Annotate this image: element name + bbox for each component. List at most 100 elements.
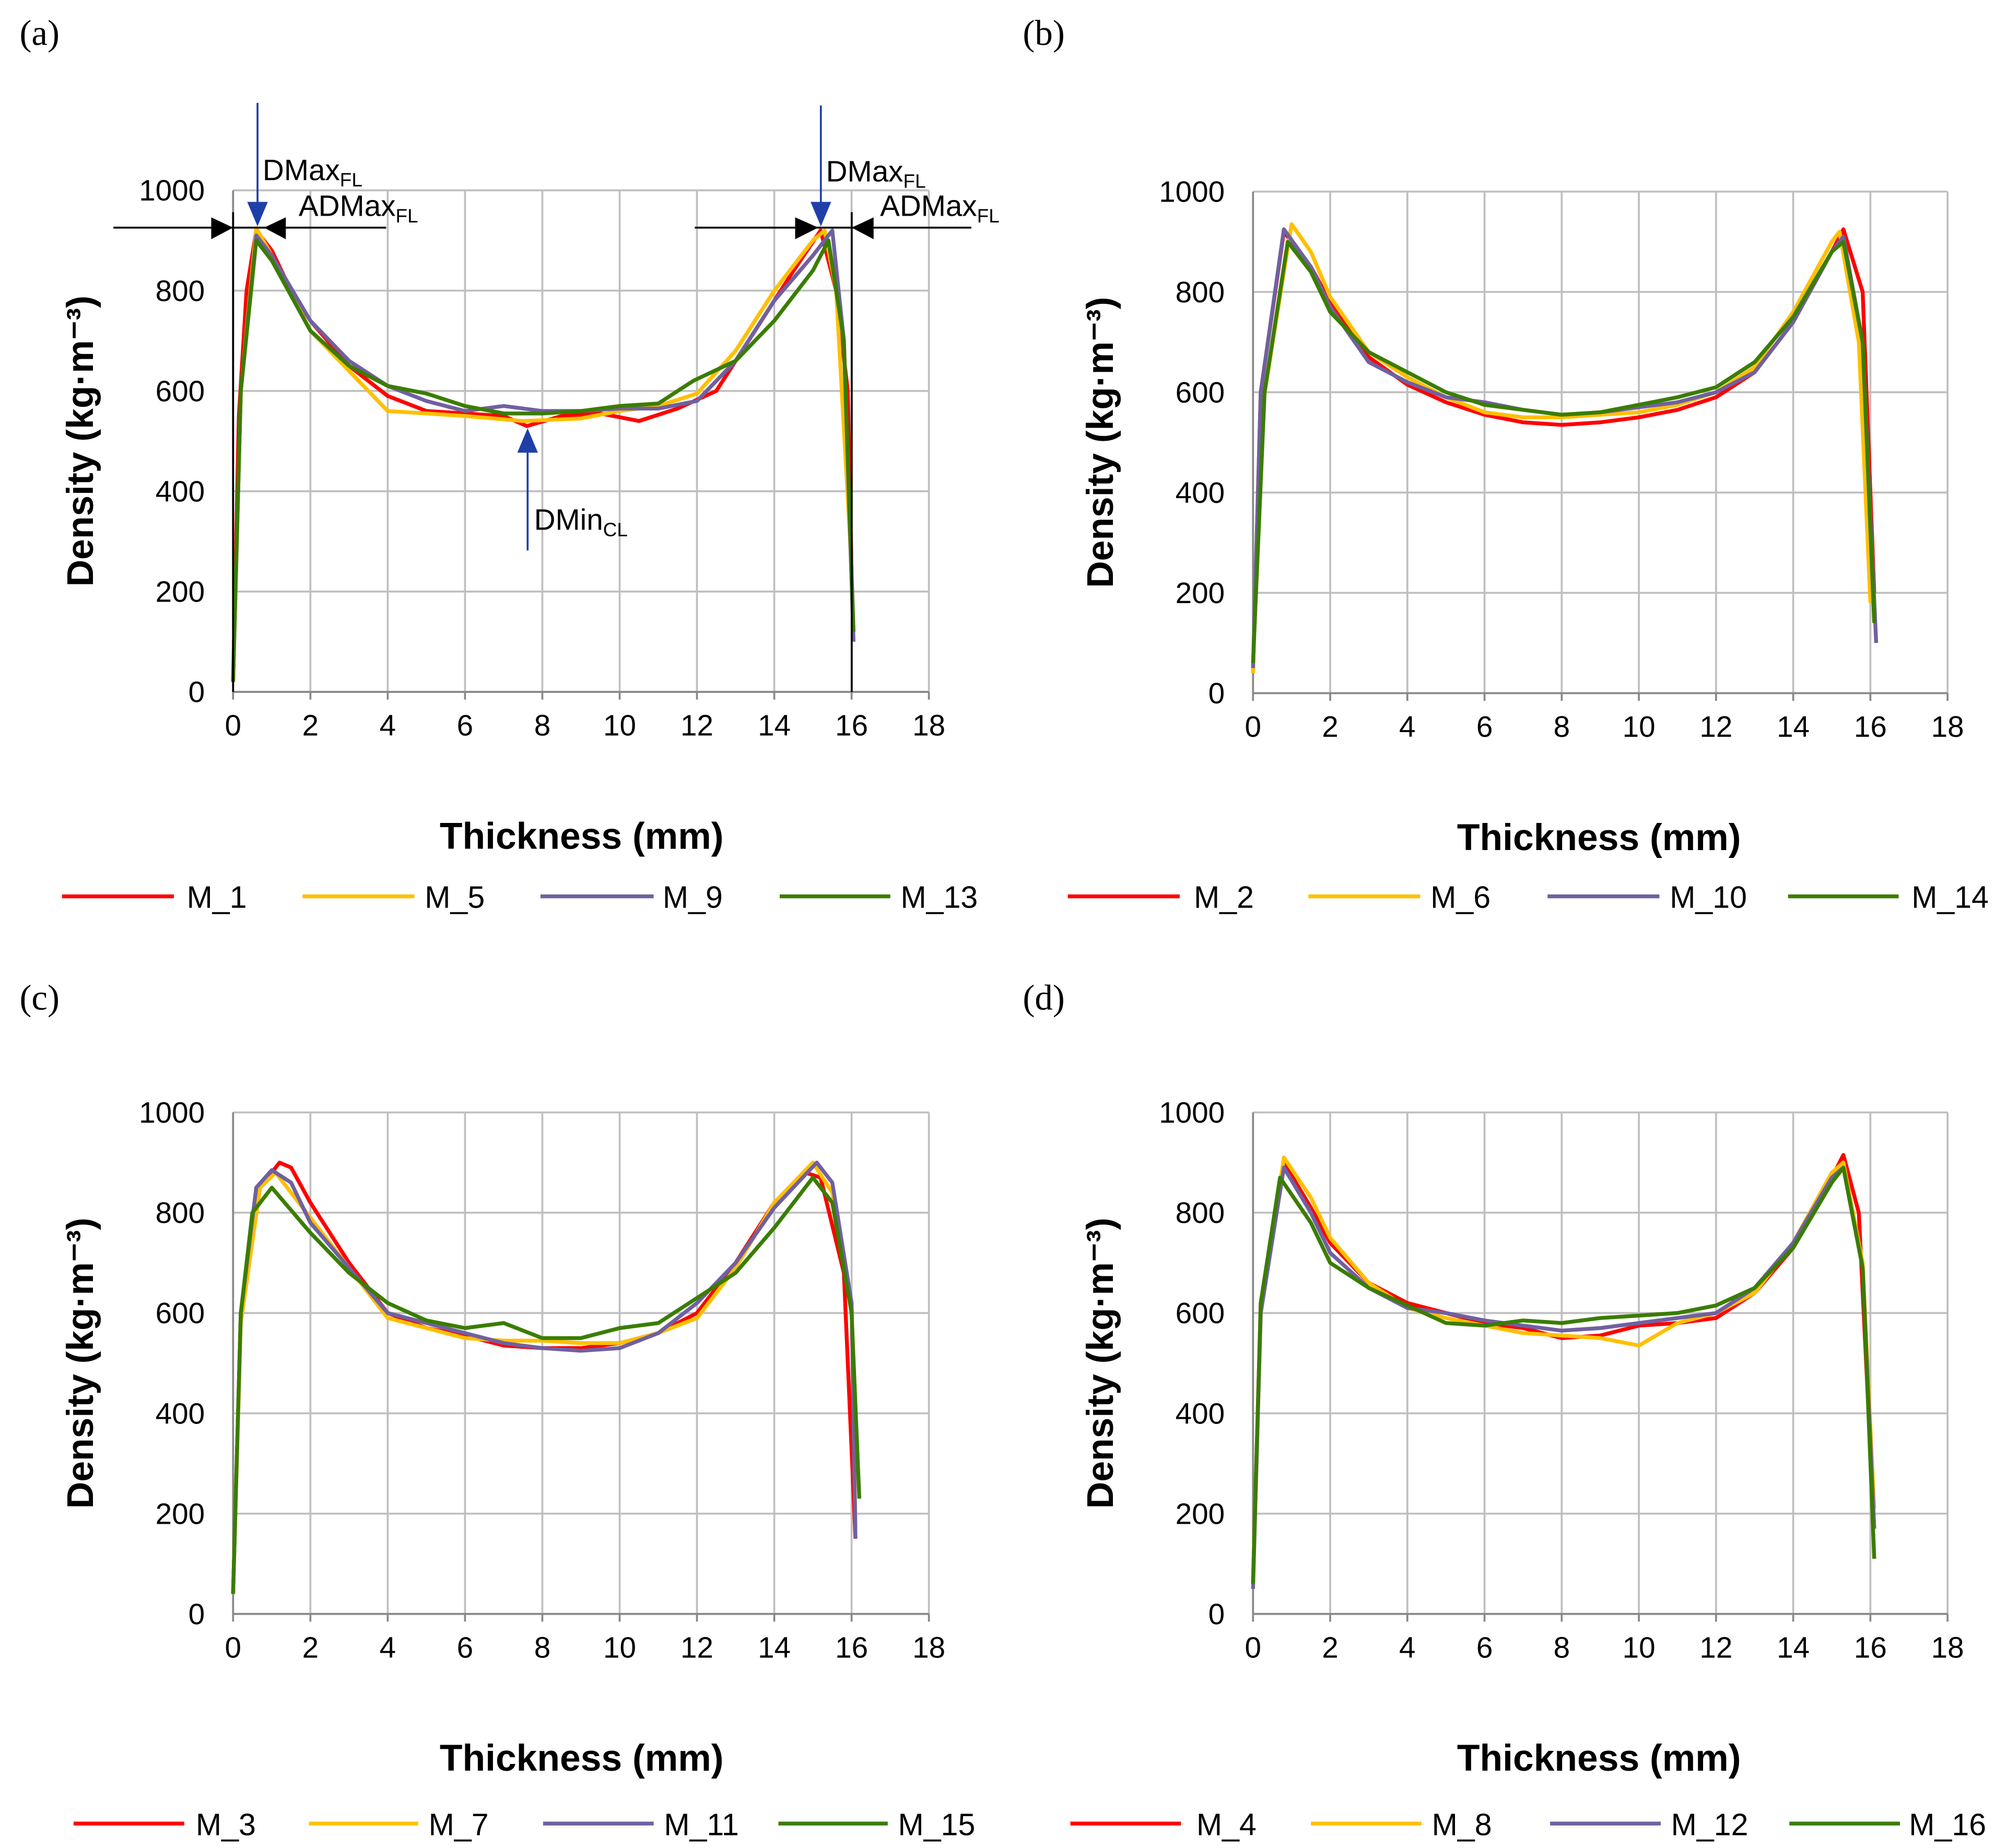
series-line-m_13	[231, 238, 856, 682]
y-tick-label: 800	[156, 275, 205, 308]
x-tick-label: 0	[1245, 711, 1262, 744]
y-tick-label: 1000	[1159, 1097, 1225, 1129]
y-tick-label: 800	[156, 1197, 205, 1230]
x-tick-label: 10	[1623, 711, 1656, 744]
x-tick-label: 14	[758, 1632, 791, 1665]
x-tick-label: 2	[1322, 711, 1339, 744]
legend-label: M_3	[196, 1807, 256, 1842]
chart-panel-a: (a) 0 200 400 600 800 1000 0 2 4 6 8 10 12 14 16 18 Thick…	[19, 13, 999, 915]
x-tick-label: 6	[457, 1632, 474, 1665]
x-tick-label: 12	[680, 1632, 713, 1665]
y-tick-label: 200	[1176, 577, 1225, 610]
y-tick-label: 0	[189, 676, 205, 709]
x-tick-label: 2	[1322, 1632, 1339, 1665]
x-tick-label: 4	[380, 710, 396, 743]
x-tick-label: 10	[603, 710, 636, 743]
annotation-admax-left: ADMaxFL	[299, 190, 418, 227]
annotation-main: ADMax	[880, 190, 977, 223]
y-tick-label: 1000	[1159, 176, 1225, 209]
x-tick-label: 18	[912, 1632, 945, 1665]
arrowhead-icon	[211, 217, 233, 240]
series-line-m_7	[231, 1160, 858, 1594]
arrowhead-icon	[795, 217, 818, 240]
x-tick-label: 8	[1554, 711, 1570, 744]
y-tick-label: 600	[1176, 376, 1225, 409]
annotation-dmin: DMinCL	[534, 504, 628, 540]
x-tick-label: 12	[1699, 1632, 1732, 1665]
series-line-m_15	[231, 1175, 862, 1594]
legend-label: M_7	[429, 1807, 489, 1842]
legend-label: M_8	[1432, 1807, 1492, 1842]
y-tick-label: 0	[1208, 677, 1225, 710]
arrowhead-icon	[264, 217, 286, 240]
x-tick-label: 4	[1399, 1632, 1416, 1665]
series-line-m_14	[1251, 240, 1876, 663]
series-line-m_4	[1251, 1153, 1876, 1584]
x-tick-label: 18	[912, 710, 945, 743]
x-tick-label: 4	[1399, 711, 1416, 744]
x-tick-label: 16	[1854, 1632, 1887, 1665]
arrowhead-icon	[811, 202, 831, 227]
x-tick-label: 10	[1623, 1632, 1656, 1665]
annotation-main: DMax	[263, 154, 340, 187]
x-axis-title: Thickness (mm)	[440, 815, 724, 857]
chart-panel-c: (c) 0 200 400 600 800 1000 0 2 4 6 8 10 12 14 16 18 Thick…	[19, 978, 975, 1842]
annotation-main: ADMax	[299, 190, 396, 223]
x-tick-label: 8	[534, 1632, 551, 1665]
y-axis-title: Density (kg·m⁻³)	[1079, 1218, 1121, 1509]
annotation-main: DMin	[534, 504, 603, 537]
y-tick-label: 200	[156, 1498, 205, 1531]
x-tick-label: 6	[1476, 711, 1493, 744]
x-tick-label: 2	[302, 710, 319, 743]
chart-panel-b: (b) 0 200 400 600 800 1000 0 2 4 6 8 10 12 14 16 18 Thick…	[1023, 13, 1989, 915]
x-tick-label: 16	[835, 1632, 868, 1665]
x-tick-label: 8	[1554, 1632, 1570, 1665]
x-tick-label: 12	[1699, 711, 1732, 744]
series-line-m_6	[1251, 222, 1873, 674]
arrowhead-icon	[851, 217, 874, 240]
y-tick-label: 400	[1176, 477, 1225, 510]
y-tick-label: 800	[1176, 276, 1225, 309]
panel-label: (c)	[19, 978, 60, 1017]
x-tick-label: 14	[758, 710, 791, 743]
annotation-main: DMax	[826, 155, 903, 188]
y-tick-label: 200	[156, 576, 205, 609]
annotation-dmax-right: DMaxFL	[826, 155, 926, 192]
annotation-subscript: FL	[977, 205, 1000, 227]
series-line-m_2	[1251, 227, 1876, 674]
arrowhead-icon	[247, 202, 268, 227]
x-tick-label: 4	[380, 1632, 396, 1665]
x-tick-label: 10	[603, 1632, 636, 1665]
x-tick-label: 6	[457, 710, 474, 743]
x-tick-label: 16	[1854, 711, 1887, 744]
y-tick-label: 200	[1176, 1498, 1225, 1531]
legend-label: M_9	[663, 880, 723, 915]
annotation-admax-right: ADMaxFL	[880, 190, 1000, 227]
y-tick-label: 400	[156, 1397, 205, 1430]
legend-label: M_4	[1196, 1807, 1257, 1842]
y-tick-label: 600	[156, 375, 205, 408]
series-line-m_12	[1251, 1166, 1876, 1589]
chart-panel-d: (d) 0 200 400 600 800 1000 0 2 4 6 8 10 12 14 16 18 Thick…	[1023, 978, 1986, 1842]
annotation-subscript: FL	[340, 169, 362, 191]
x-tick-label: 8	[534, 710, 551, 743]
x-tick-label: 0	[225, 710, 242, 743]
x-tick-label: 16	[835, 710, 868, 743]
annotation-dmax-left: DMaxFL	[263, 154, 362, 191]
y-axis-title: Density (kg·m⁻³)	[60, 1218, 101, 1509]
legend-label: M_14	[1911, 880, 1989, 915]
panel-label: (b)	[1023, 13, 1064, 53]
y-tick-label: 600	[156, 1297, 205, 1330]
series-line-m_11	[231, 1160, 858, 1594]
x-tick-label: 2	[302, 1632, 319, 1665]
legend-label: M_16	[1909, 1807, 1986, 1842]
y-tick-label: 1000	[139, 174, 205, 207]
annotation-subscript: CL	[603, 519, 628, 540]
y-tick-label: 0	[189, 1598, 205, 1631]
x-tick-label: 14	[1777, 1632, 1810, 1665]
y-tick-label: 0	[1208, 1598, 1225, 1631]
series-line-m_10	[1251, 227, 1879, 668]
y-tick-label: 400	[1176, 1397, 1225, 1430]
x-axis-title: Thickness (mm)	[440, 1737, 724, 1779]
